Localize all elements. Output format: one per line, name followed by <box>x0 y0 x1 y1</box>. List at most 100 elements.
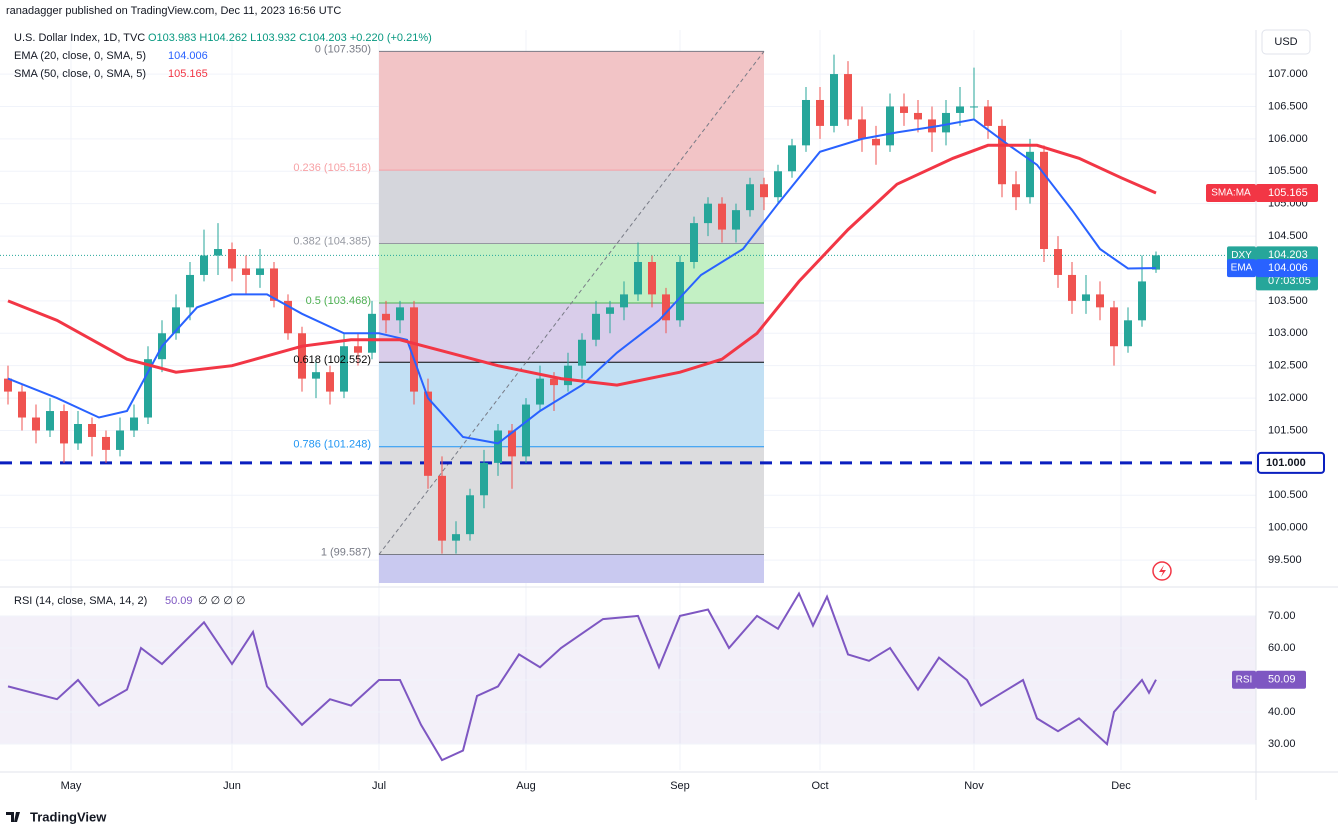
candle-body <box>802 99 810 146</box>
rsi-badge-name: RSI <box>1236 674 1253 685</box>
x-tick-label: Jul <box>372 780 386 792</box>
candle-body <box>466 495 474 535</box>
support-label: 101.000 <box>1266 457 1306 469</box>
candle-body <box>186 274 194 308</box>
price-badge <box>1206 183 1256 202</box>
candle-body <box>228 249 236 269</box>
rsi-legend-empty: ∅ ∅ ∅ ∅ <box>198 595 246 607</box>
candle-body <box>4 378 12 392</box>
rsi-badge-value <box>1256 670 1306 689</box>
badge-value: 104.006 <box>1268 262 1308 274</box>
legend-value: 105.165 <box>168 68 208 80</box>
currency[interactable]: USD <box>1274 36 1297 48</box>
candle-body <box>130 417 138 431</box>
fib-zone <box>379 51 764 171</box>
candle-body <box>256 268 264 275</box>
y-tick-label: 103.000 <box>1268 327 1308 339</box>
candle-body <box>648 261 656 295</box>
candle-body <box>1082 294 1090 301</box>
flash-bolt[interactable] <box>1159 565 1166 577</box>
candle-body <box>312 372 320 379</box>
candle-body <box>536 378 544 405</box>
y-tick-label: 105.500 <box>1268 165 1308 177</box>
candle-body <box>424 391 432 476</box>
candle-body <box>704 203 712 224</box>
y-tick-label: 30.00 <box>1268 738 1296 750</box>
candle-body <box>564 365 572 386</box>
candle-body <box>872 138 880 146</box>
candle-body <box>914 112 922 120</box>
candle-body <box>214 249 222 256</box>
candle-body <box>46 411 54 431</box>
candle-body <box>998 125 1006 185</box>
x-tick-label: Nov <box>964 780 984 792</box>
candle-body <box>774 171 782 198</box>
candle-body <box>396 307 404 321</box>
fib-label: 0.5 (103.468) <box>306 295 371 307</box>
candle-body <box>270 268 278 301</box>
candle-body <box>858 119 866 139</box>
candle-body <box>578 339 586 366</box>
candle-body <box>340 346 348 392</box>
price-badge <box>1227 259 1256 278</box>
candle-body <box>1068 274 1076 301</box>
y-tick-label: 103.500 <box>1268 295 1308 307</box>
fib-label: 0.236 (105.518) <box>293 162 371 174</box>
candle-body <box>32 417 40 431</box>
candle-body <box>1096 294 1104 308</box>
fib-zone <box>379 302 764 363</box>
badge-name: SMA:MA <box>1211 188 1251 199</box>
candle-body <box>354 346 362 353</box>
candle-body <box>144 359 152 418</box>
y-tick-label: 106.500 <box>1268 100 1308 112</box>
y-tick-label: 104.500 <box>1268 230 1308 242</box>
candle-body <box>438 475 446 541</box>
candle-body <box>88 423 96 437</box>
candle-body <box>676 261 684 321</box>
fib-zone <box>379 170 764 244</box>
y-tick-label: 100.500 <box>1268 489 1308 501</box>
footer: TradingView <box>30 809 107 824</box>
logo <box>6 812 20 822</box>
y-tick-label: 99.500 <box>1268 554 1302 566</box>
candle-body <box>760 184 768 198</box>
x-tick-label: May <box>61 780 82 792</box>
x-tick-label: Aug <box>516 780 536 792</box>
support-badge <box>1257 451 1325 474</box>
fib-trend-line <box>378 51 765 555</box>
candle-body <box>1026 151 1034 198</box>
ohlc-header: O103.983 H104.262 L103.932 C104.203 +0.2… <box>148 32 432 44</box>
rsi-legend-value: 50.09 <box>165 595 193 607</box>
y-tick-label: 107.000 <box>1268 68 1308 80</box>
candle-body <box>928 119 936 133</box>
flash-circle[interactable] <box>1152 561 1172 581</box>
moving-average-line <box>7 143 1157 387</box>
main-layer <box>4 54 1160 762</box>
candle-body <box>74 423 82 444</box>
currency-button[interactable] <box>1261 29 1311 55</box>
y-tick-label: 102.000 <box>1268 392 1308 404</box>
candle-body <box>886 106 894 146</box>
candle-body <box>592 313 600 340</box>
candle-body <box>1124 320 1132 347</box>
badge-value: 104.203 <box>1268 249 1308 261</box>
candle-body <box>662 294 670 321</box>
candle-body <box>942 112 950 133</box>
candle-body <box>788 145 796 172</box>
rsi-legend: RSI (14, close, SMA, 14, 2) <box>14 595 147 607</box>
fib-zone <box>379 554 764 583</box>
price-badge-value <box>1256 183 1318 202</box>
candle-body <box>844 74 852 120</box>
flash-icon[interactable] <box>1152 561 1172 581</box>
publisher: ranadagger published on TradingView.com,… <box>6 5 341 17</box>
logo-mark <box>6 812 20 822</box>
fib-label: 0 (107.350) <box>315 43 371 55</box>
y-tick-label: 40.00 <box>1268 706 1296 718</box>
candle-body <box>732 210 740 230</box>
candle-body <box>494 430 502 463</box>
candle-body <box>480 462 488 496</box>
candle-body <box>172 307 180 334</box>
candle-body <box>116 430 124 450</box>
candle-body <box>900 106 908 113</box>
fib-label: 0.382 (104.385) <box>293 235 371 247</box>
